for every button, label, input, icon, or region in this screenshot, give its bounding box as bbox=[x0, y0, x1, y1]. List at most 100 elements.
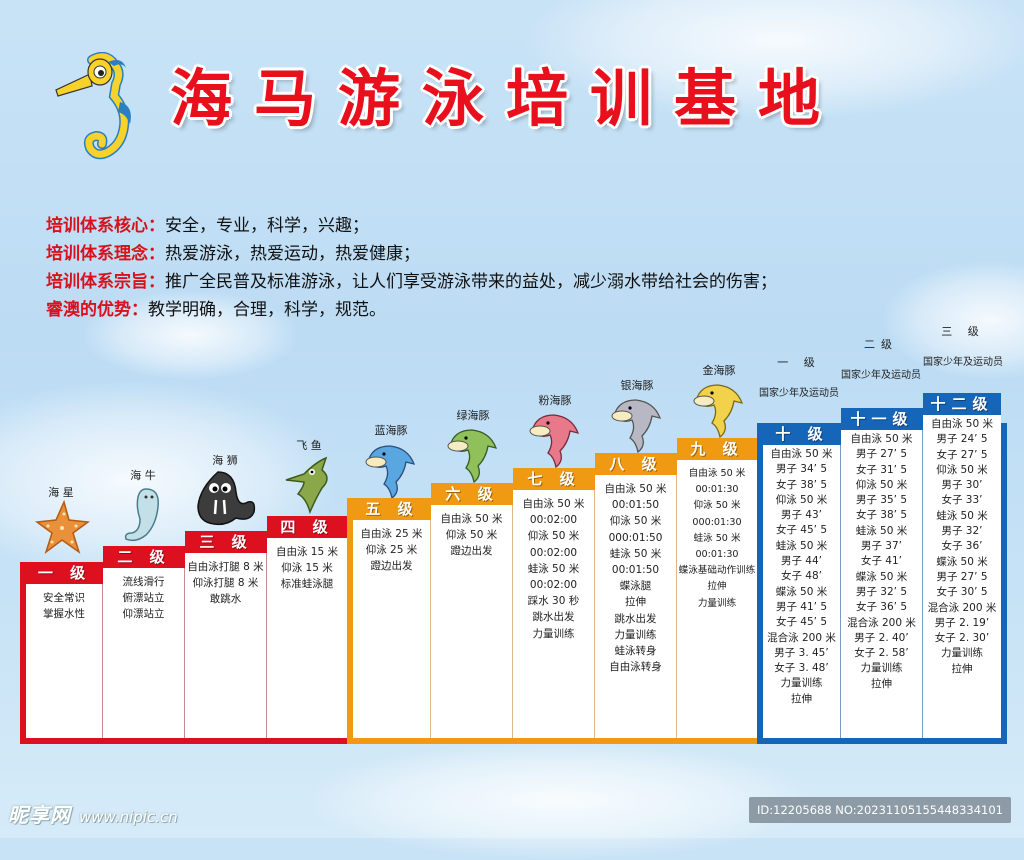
site-watermark: 昵享网 www.nipic.cn bbox=[8, 799, 178, 828]
level-item: 蝶泳 50 米 bbox=[775, 585, 828, 598]
level-item: 自由泳打腿 8 米 bbox=[187, 561, 264, 573]
intro-key: 睿澳的优势： bbox=[46, 300, 148, 320]
level-item: 男子 3. 45’ bbox=[774, 646, 829, 659]
level-item: 力量训练 bbox=[697, 597, 737, 609]
level-header: 十二级 bbox=[923, 393, 1001, 415]
level-header: 十 级 bbox=[763, 423, 841, 445]
level-item: 蛙泳 50 米 bbox=[855, 524, 908, 537]
flying-fish-icon bbox=[285, 456, 328, 514]
seahorse-icon bbox=[55, 51, 131, 159]
level-body: 自由泳 50 米 00:01:30 仰泳 50 米 000:01:30 蛙泳 5… bbox=[677, 460, 757, 738]
level-item: 蹬边出发 bbox=[450, 545, 493, 558]
level-item: 混合泳 200 米 bbox=[767, 631, 836, 644]
level-item: 仰泳 50 米 bbox=[775, 493, 828, 506]
level-item: 仰泳 50 米 bbox=[527, 530, 580, 543]
level-header: 七 级 bbox=[513, 468, 595, 490]
national-level: 一 级 bbox=[777, 356, 821, 369]
level-item: 00:01:30 bbox=[695, 484, 739, 496]
level-item: 蝶泳 50 米 bbox=[936, 555, 988, 568]
sea-lion-icon bbox=[197, 471, 256, 526]
level-body: 自由泳 50 米 00:01:50 仰泳 50 米 000:01:50 蛙泳 5… bbox=[595, 475, 677, 738]
level-column: 十 级 自由泳 50 米 男子 34’ 5 女子 38’ 5 仰泳 50 米 男… bbox=[763, 423, 841, 738]
level-item: 踩水 30 秒 bbox=[527, 595, 580, 608]
mascot-label: 飞 鱼 bbox=[296, 439, 322, 452]
level-item: 拉伸 bbox=[791, 692, 812, 705]
level-item: 俯漂站立 bbox=[122, 592, 165, 605]
intro-section: 培训体系核心：安全，专业，科学，兴趣； 培训体系理念：热爱游泳，热爱运动，热爱健… bbox=[46, 212, 777, 324]
level-body: 自由泳 50 米 仰泳 50 米 蹬边出发 bbox=[431, 505, 513, 738]
intro-value: 热爱游泳，热爱运动，热爱健康； bbox=[165, 244, 420, 264]
level-item: 男子 37’ bbox=[860, 540, 903, 553]
level-body: 自由泳 50 米 男子 24’ 5 女子 27’ 5 仰泳 50 米 男子 30… bbox=[923, 415, 1001, 738]
level-item: 跳水出发 bbox=[532, 611, 575, 624]
site-url: www.nipic.cn bbox=[78, 808, 178, 826]
level-item: 力量训练 bbox=[532, 627, 575, 640]
level-item: 自由泳 15 米 bbox=[275, 546, 339, 558]
level-item: 蛙泳 50 米 bbox=[693, 532, 741, 544]
level-item: 自由泳 50 米 bbox=[522, 498, 585, 510]
level-column: 六 级 自由泳 50 米 仰泳 50 米 蹬边出发 bbox=[431, 483, 513, 738]
level-item: 自由泳 50 米 bbox=[440, 513, 503, 525]
level-item: 女子 41’ bbox=[860, 555, 903, 568]
red-group-frame bbox=[20, 562, 350, 744]
national-label-text: 国家少年及运动员 bbox=[923, 357, 1003, 368]
intro-key: 培训体系核心： bbox=[46, 216, 165, 236]
level-item: 男子 2. 19’ bbox=[934, 616, 990, 629]
level-item: 自由泳 50 米 bbox=[604, 483, 667, 495]
level-item: 仰泳 15 米 bbox=[281, 562, 333, 575]
level-item: 女子 2. 30’ bbox=[934, 632, 990, 645]
national-label-text: 国家少年及运动员 bbox=[841, 370, 921, 381]
level-item: 000:01:50 bbox=[608, 531, 663, 544]
level-item: 自由泳转身 bbox=[609, 661, 662, 674]
level-item: 女子 27’ 5 bbox=[936, 448, 988, 461]
level-item: 男子 34’ 5 bbox=[775, 463, 828, 476]
level-header: 九 级 bbox=[677, 438, 757, 460]
silver-dolphin-icon bbox=[611, 399, 662, 454]
level-item: 00:01:50 bbox=[611, 564, 660, 577]
level-item: 00:02:00 bbox=[529, 546, 578, 559]
level-item: 标准蛙泳腿 bbox=[280, 578, 334, 591]
mascot-label: 金海豚 bbox=[702, 364, 736, 377]
national-level-label: 三 级 国家少年及运动员 bbox=[922, 323, 1004, 368]
level-item: 仰泳 50 米 bbox=[609, 515, 662, 528]
level-body: 自由泳 50 米 00:02:00 仰泳 50 米 00:02:00 蛙泳 50… bbox=[513, 490, 595, 738]
mascot-label: 绿海豚 bbox=[456, 409, 490, 422]
mascot-label: 粉海豚 bbox=[538, 394, 572, 407]
blue-dolphin-icon bbox=[365, 445, 416, 500]
cloud bbox=[300, 740, 820, 860]
level-item: 男子 2. 40’ bbox=[854, 631, 909, 644]
level-item: 男子 43’ bbox=[780, 509, 823, 522]
level-item: 女子 3. 48’ bbox=[774, 662, 829, 675]
level-item: 00:01:50 bbox=[611, 499, 660, 512]
orange-group-frame bbox=[347, 498, 760, 744]
mascot-label: 银海豚 bbox=[620, 379, 654, 392]
level-body: 安全常识 掌握水性 bbox=[26, 584, 103, 738]
intro-row-philosophy: 培训体系理念：热爱游泳，热爱运动，热爱健康； bbox=[46, 240, 777, 268]
level-item: 仰泳 25 米 bbox=[365, 544, 418, 557]
level-item: 仰泳打腿 8 米 bbox=[192, 577, 259, 590]
national-level-label: 一 级 国家少年及运动员 bbox=[758, 354, 840, 399]
level-item: 蛙泳 50 米 bbox=[527, 562, 580, 575]
level-item: 女子 45’ 5 bbox=[775, 524, 828, 537]
level-item: 00:02:00 bbox=[529, 514, 578, 527]
level-item: 仰泳 50 米 bbox=[693, 500, 741, 512]
level-item: 蝶泳腿 bbox=[619, 580, 652, 593]
national-level-label: 二级 国家少年及运动员 bbox=[840, 336, 922, 381]
level-body: 流线滑行 俯漂站立 仰漂站立 bbox=[103, 568, 185, 738]
intro-value: 推广全民普及标准游泳，让人们享受游泳带来的益处，减少溺水带给社会的伤害； bbox=[165, 272, 777, 292]
mascot-label: 海 牛 bbox=[130, 469, 156, 482]
level-item: 女子 31’ 5 bbox=[855, 463, 908, 476]
level-header: 十一级 bbox=[841, 408, 923, 430]
level-item: 男子 41’ 5 bbox=[775, 600, 828, 613]
level-header: 八 级 bbox=[595, 453, 677, 475]
level-body: 自由泳 15 米 仰泳 15 米 标准蛙泳腿 bbox=[267, 538, 347, 738]
level-header: 一 级 bbox=[26, 562, 103, 584]
intro-value: 教学明确，合理，科学，规范。 bbox=[148, 300, 386, 320]
level-item: 男子 44’ bbox=[780, 555, 823, 568]
mascot-label: 海 狮 bbox=[212, 454, 238, 467]
level-item: 拉伸 bbox=[707, 581, 727, 593]
level-item: 女子 45’ 5 bbox=[775, 616, 828, 629]
green-dolphin-icon bbox=[447, 429, 498, 484]
level-column: 五 级 自由泳 25 米 仰泳 25 米 蹬边出发 bbox=[353, 498, 431, 738]
level-item: 混合泳 200 米 bbox=[847, 616, 916, 629]
